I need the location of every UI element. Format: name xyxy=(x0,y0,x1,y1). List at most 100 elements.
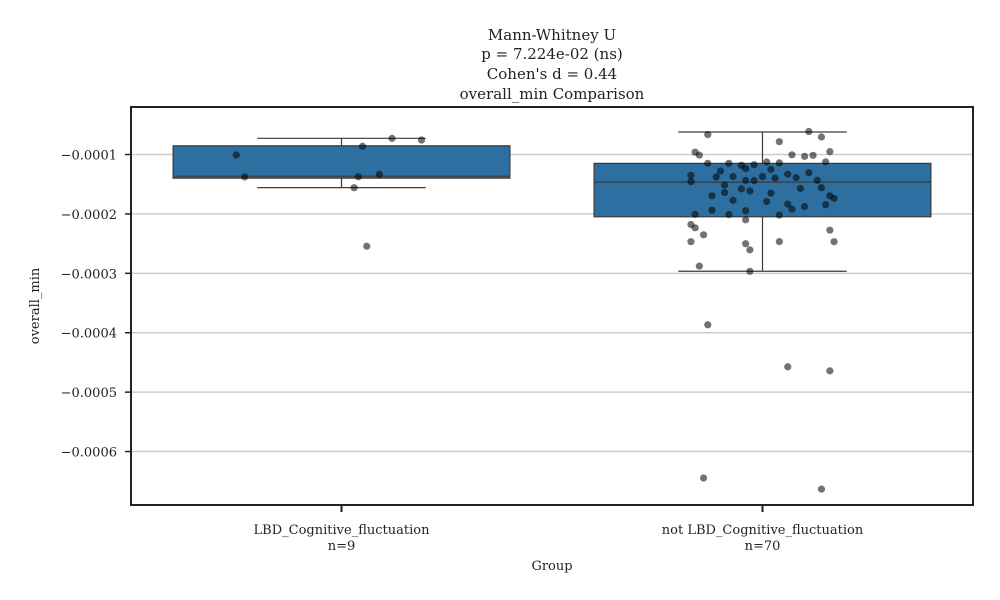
data-point xyxy=(775,138,783,146)
data-point xyxy=(363,242,371,250)
data-point xyxy=(699,474,708,482)
data-point xyxy=(822,201,830,209)
data-point xyxy=(725,210,733,219)
data-point xyxy=(830,238,838,246)
data-point xyxy=(704,159,712,167)
data-point xyxy=(695,151,703,159)
data-point xyxy=(817,133,826,141)
data-point xyxy=(708,192,716,200)
data-point xyxy=(417,136,426,144)
data-point xyxy=(687,171,695,179)
data-point xyxy=(788,205,796,213)
data-point xyxy=(729,172,737,181)
x-tick-label-count: n=9 xyxy=(328,539,356,554)
data-point xyxy=(767,189,775,197)
data-point xyxy=(721,181,729,189)
data-point xyxy=(775,238,783,246)
y-axis-ticks: −0.0001 −0.0002 −0.0003 −0.0004 −0.0005 −0.00… xyxy=(61,149,131,461)
data-point xyxy=(742,216,750,224)
data-point xyxy=(725,159,733,167)
data-point xyxy=(354,173,362,181)
data-point xyxy=(742,165,750,173)
x-axis-label: Group xyxy=(531,559,572,574)
data-point xyxy=(784,170,792,178)
data-point xyxy=(716,167,725,175)
boxes xyxy=(172,131,932,272)
data-point xyxy=(729,196,737,204)
data-point xyxy=(792,174,800,182)
y-tick-label: −0.0004 xyxy=(61,327,117,342)
data-point xyxy=(750,177,758,185)
y-tick-label: −0.0003 xyxy=(61,267,117,282)
x-tick-label-group: not LBD_Cognitive_fluctuation xyxy=(662,523,864,538)
data-point xyxy=(784,200,792,208)
data-point xyxy=(746,187,754,195)
data-point xyxy=(691,224,699,232)
data-point xyxy=(742,240,750,248)
iqr-box xyxy=(172,145,511,179)
data-point xyxy=(813,176,821,184)
x-tick-label-count: n=70 xyxy=(745,539,781,554)
x-tick-label-group: LBD_Cognitive_fluctuation xyxy=(254,523,431,538)
data-point xyxy=(805,169,813,177)
y-tick-label: −0.0005 xyxy=(61,386,117,401)
data-point xyxy=(691,210,699,218)
data-point xyxy=(687,178,695,186)
y-tick-label: −0.0001 xyxy=(61,149,117,164)
data-point xyxy=(704,131,712,139)
data-point xyxy=(801,152,809,160)
y-tick-label: −0.0006 xyxy=(61,446,117,461)
data-point xyxy=(742,207,750,215)
data-point xyxy=(758,172,767,181)
data-point xyxy=(771,174,779,182)
data-point xyxy=(746,267,754,275)
data-point xyxy=(822,158,830,166)
strip-points xyxy=(232,127,838,493)
data-point xyxy=(775,159,783,167)
data-point xyxy=(801,202,809,211)
data-point xyxy=(750,161,758,169)
data-point xyxy=(742,176,750,185)
chart-title-line-1: Mann-Whitney U xyxy=(488,26,616,44)
iqr-box xyxy=(593,162,932,218)
data-point xyxy=(695,262,703,270)
data-point xyxy=(796,184,804,193)
data-point xyxy=(826,226,834,234)
y-tick-label: −0.0002 xyxy=(61,208,117,223)
data-point xyxy=(699,231,708,239)
data-point xyxy=(784,363,792,371)
data-point xyxy=(763,197,771,206)
data-point xyxy=(712,173,720,181)
y-axis-label: overall_min xyxy=(28,267,43,344)
data-point xyxy=(805,127,813,136)
data-point xyxy=(350,184,358,192)
data-point xyxy=(788,151,796,159)
data-point xyxy=(704,321,712,329)
data-point xyxy=(746,246,754,254)
data-point xyxy=(232,151,240,159)
data-point xyxy=(375,170,383,178)
data-point xyxy=(826,148,834,156)
data-point xyxy=(817,184,826,192)
data-point xyxy=(241,173,249,181)
data-point xyxy=(388,134,396,142)
data-point xyxy=(830,194,838,202)
data-point xyxy=(721,188,729,197)
data-point xyxy=(775,211,783,219)
chart-title-line-3: Cohen's d = 0.44 xyxy=(487,65,617,83)
plot-frame xyxy=(130,106,974,506)
data-point xyxy=(817,485,826,493)
grid-lines xyxy=(131,153,973,453)
data-point xyxy=(708,206,716,214)
data-point xyxy=(358,142,367,150)
data-point xyxy=(809,151,817,159)
data-point xyxy=(763,158,771,166)
data-point xyxy=(826,367,834,375)
data-point xyxy=(767,165,775,174)
chart-title-line-4: overall_min Comparison xyxy=(460,85,645,103)
data-point xyxy=(687,238,695,246)
chart-title-line-2: p = 7.224e-02 (ns) xyxy=(481,45,623,63)
data-point xyxy=(737,185,746,193)
